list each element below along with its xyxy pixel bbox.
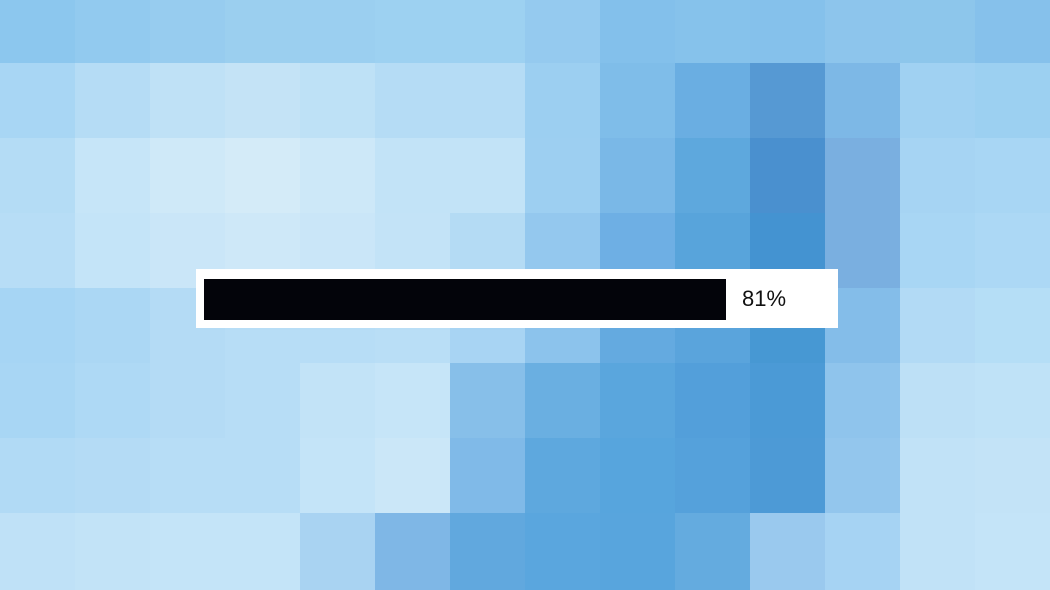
background-tile	[825, 63, 900, 138]
background-tile	[900, 213, 975, 288]
background-tile	[900, 513, 975, 590]
background-tile	[675, 63, 750, 138]
background-tile	[150, 138, 225, 213]
background-tile	[975, 288, 1050, 363]
background-tile	[375, 63, 450, 138]
background-tile	[675, 438, 750, 513]
background-tile	[525, 513, 600, 590]
background-tile	[225, 363, 300, 438]
background-tile	[750, 513, 825, 590]
background-tile	[300, 363, 375, 438]
background-tile	[975, 0, 1050, 63]
background-tile	[675, 513, 750, 590]
background-tile	[825, 438, 900, 513]
background-tile	[0, 363, 75, 438]
background-tile	[150, 513, 225, 590]
background-tile	[225, 0, 300, 63]
background-tile	[375, 0, 450, 63]
background-tile	[300, 138, 375, 213]
background-tile	[225, 138, 300, 213]
background-tile	[375, 513, 450, 590]
background-tile	[750, 0, 825, 63]
background-tile	[300, 438, 375, 513]
background-tile	[600, 438, 675, 513]
background-tile	[825, 138, 900, 213]
background-tile	[750, 438, 825, 513]
background-tile	[975, 513, 1050, 590]
background-tile	[525, 0, 600, 63]
background-tile	[375, 363, 450, 438]
background-tile	[975, 213, 1050, 288]
background-tile	[750, 138, 825, 213]
background-tile	[900, 0, 975, 63]
background-tile	[825, 0, 900, 63]
background-tile	[75, 438, 150, 513]
background-tile	[825, 513, 900, 590]
background-tile	[600, 0, 675, 63]
background-tile	[450, 138, 525, 213]
background-tile	[900, 63, 975, 138]
background-tile	[375, 138, 450, 213]
background-tile	[900, 138, 975, 213]
background-tile	[450, 363, 525, 438]
background-tile	[525, 363, 600, 438]
background-tile	[525, 138, 600, 213]
background-tile	[450, 513, 525, 590]
background-tile	[975, 138, 1050, 213]
background-tile	[75, 63, 150, 138]
background-tile	[975, 363, 1050, 438]
background-tile	[675, 138, 750, 213]
background-tile	[0, 63, 75, 138]
background-tile	[900, 438, 975, 513]
background-tile	[300, 0, 375, 63]
background-tile	[225, 513, 300, 590]
background-tile	[300, 63, 375, 138]
background-tile	[600, 363, 675, 438]
background-tile	[75, 513, 150, 590]
background-tile	[675, 363, 750, 438]
background-tile	[675, 0, 750, 63]
background-tile	[750, 63, 825, 138]
background-tile	[75, 138, 150, 213]
background-tile	[75, 0, 150, 63]
background-tile	[225, 438, 300, 513]
background-tile	[975, 63, 1050, 138]
background-tile	[75, 288, 150, 363]
background-tile	[150, 438, 225, 513]
background-tile	[525, 438, 600, 513]
background-tile	[75, 213, 150, 288]
background-tile	[150, 63, 225, 138]
background-tile	[0, 0, 75, 63]
background-tile	[0, 288, 75, 363]
background-tile	[900, 363, 975, 438]
progress-percent-label: 81%	[742, 286, 787, 311]
background-tile	[375, 438, 450, 513]
background-tile	[225, 63, 300, 138]
progress-bar-fill	[204, 279, 726, 320]
progress-panel: 81%	[196, 269, 838, 328]
background-tile	[600, 513, 675, 590]
progress-bar	[204, 279, 726, 320]
background-tile	[525, 63, 600, 138]
background-tile	[300, 513, 375, 590]
background-tile	[750, 363, 825, 438]
background-tile	[600, 138, 675, 213]
background-tile	[900, 288, 975, 363]
background-tile	[450, 438, 525, 513]
background-tile	[825, 363, 900, 438]
background-tile	[450, 0, 525, 63]
background-tile	[0, 513, 75, 590]
background-tile	[150, 363, 225, 438]
background-tile	[75, 363, 150, 438]
background-tile	[0, 213, 75, 288]
background-tile	[0, 138, 75, 213]
background-tile	[0, 438, 75, 513]
background-tile	[150, 0, 225, 63]
background-tile	[450, 63, 525, 138]
background-tile	[600, 63, 675, 138]
background-tile	[975, 438, 1050, 513]
